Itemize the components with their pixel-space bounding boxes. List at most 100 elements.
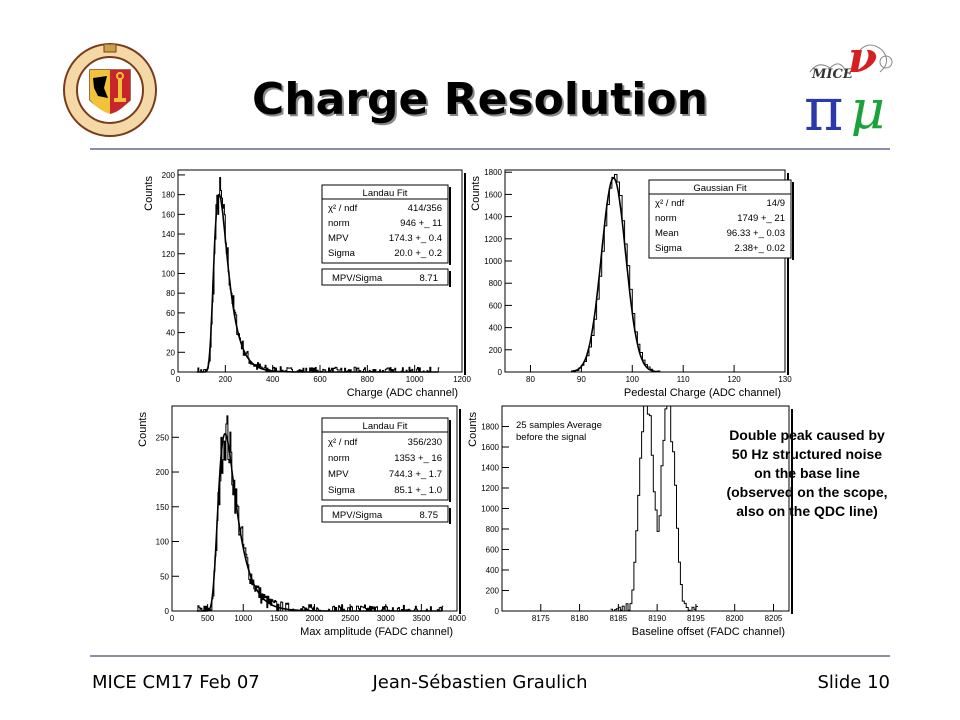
y-tick-label: 0 [498,368,503,377]
x-tick-label: 400 [266,375,280,384]
plot-frame [501,405,790,612]
histogram-bars [610,405,698,612]
y-tick-label: 250 [156,433,170,442]
fit-param-name: Mean [655,228,679,239]
fit-param-name: MPV [328,469,349,480]
y-tick-label: 1200 [484,235,502,244]
y-tick-label: 600 [486,546,500,555]
fit-param-name: Sigma [655,243,683,254]
y-tick-label: 1000 [484,257,502,266]
x-tick-label: 8205 [765,614,783,623]
y-tick-label: 1000 [481,505,499,514]
ratio-value: 8.71 [420,273,439,284]
footer-event: MICE CM17 Feb 07 [92,672,260,693]
fit-param-value: 414/356 [408,203,442,214]
y-axis-label: Counts [137,412,149,447]
fit-param-value: 1749 +_ 21 [737,213,785,224]
x-tick-label: 200 [219,375,233,384]
x-tick-label: 4000 [448,614,466,623]
fit-param-value: 744.3 +_ 1.7 [389,469,442,480]
y-tick-label: 40 [166,329,175,338]
double-peak-annotation: Double peak caused by 50 Hz structured n… [706,426,908,521]
x-tick-label: 120 [727,375,741,384]
y-tick-label: 1400 [481,464,499,473]
fit-param-name: norm [328,453,350,464]
y-tick-label: 120 [162,250,176,259]
fit-param-name: Sigma [328,485,356,496]
fit-param-name: χ² / ndf [328,203,358,214]
ratio-box [321,505,449,523]
x-tick-label: 0 [176,375,181,384]
fit-param-value: 96.33 +_ 0.03 [727,228,785,239]
y-tick-label: 1600 [484,190,502,199]
y-tick-label: 1200 [481,484,499,493]
x-tick-label: 80 [526,375,535,384]
x-axis-label: Charge (ADC channel) [347,387,458,399]
annotation-line: Double peak caused by [729,427,885,443]
y-tick-label: 0 [165,607,170,616]
x-tick-label: 1500 [270,614,288,623]
x-tick-label: 110 [677,375,690,384]
x-tick-label: 8190 [648,614,666,623]
fit-title: Gaussian Fit [693,183,747,194]
fit-curve [196,432,443,612]
y-tick-label: 800 [486,525,500,534]
histogram-panel: 0 20 40 60 80 100 120 140 160 180 200 0 200 400 600 800… [143,169,471,399]
y-tick-label: 400 [489,324,503,333]
fit-param-name: MPV [328,233,349,244]
fit-param-value: 356/230 [408,437,442,448]
x-tick-label: 8185 [609,614,627,623]
title-divider [90,148,890,150]
histogram-panel: 0 200 400 600 800 1000 1200 1400 1600 1800 8175 818… [467,405,793,638]
fit-param-value: 14/9 [767,198,786,209]
y-tick-label: 1600 [481,443,499,452]
y-tick-label: 80 [166,289,175,298]
y-tick-label: 0 [171,368,176,377]
y-tick-label: 1800 [484,168,502,177]
x-tick-label: 8175 [532,614,550,623]
y-tick-label: 1800 [481,423,499,432]
y-tick-label: 20 [166,348,175,357]
fit-title: Landau Fit [363,421,408,432]
ratio-box [321,268,449,286]
fit-curve [196,193,439,373]
y-tick-label: 200 [489,346,503,355]
y-axis-label: Counts [467,412,479,447]
fit-curve [571,177,658,373]
fit-param-value: 1353 +_ 16 [394,453,442,464]
y-tick-label: 200 [162,171,176,180]
y-tick-label: 50 [160,572,169,581]
legend-text: before the signal [516,432,586,443]
x-tick-label: 1000 [234,614,252,623]
fit-title: Landau Fit [363,188,408,199]
x-tick-label: 800 [361,375,375,384]
ratio-name: MPV/Sigma [332,510,383,521]
x-tick-label: 8200 [726,614,744,623]
fit-param-name: norm [328,218,350,229]
legend-text: 25 samples Average [516,420,602,431]
slide-title: Charge Resolution [252,74,708,125]
x-tick-label: 8180 [571,614,589,623]
svg-text:μ: μ [850,78,885,136]
university-seal-logo [63,43,157,137]
y-tick-label: 600 [489,301,503,310]
svg-text:ν: ν [848,33,877,82]
footer-slide-number: Slide 10 [817,672,890,693]
y-tick-label: 1400 [484,213,502,222]
x-tick-label: 1200 [453,375,471,384]
y-tick-label: 180 [162,191,176,200]
y-tick-label: 400 [486,566,500,575]
x-tick-label: 1000 [406,375,424,384]
fit-param-value: 174.3 +_ 0.4 [389,233,442,244]
y-axis-label: Counts [470,176,482,211]
x-tick-label: 100 [626,375,640,384]
annotation-line: 50 Hz structured noise [731,446,883,462]
x-tick-label: 90 [577,375,586,384]
svg-text:π: π [804,75,843,136]
y-axis-label: Counts [143,176,155,211]
y-tick-label: 150 [156,503,170,512]
fit-param-value: 85.1 +_ 1.0 [394,485,442,496]
y-tick-label: 0 [495,607,500,616]
